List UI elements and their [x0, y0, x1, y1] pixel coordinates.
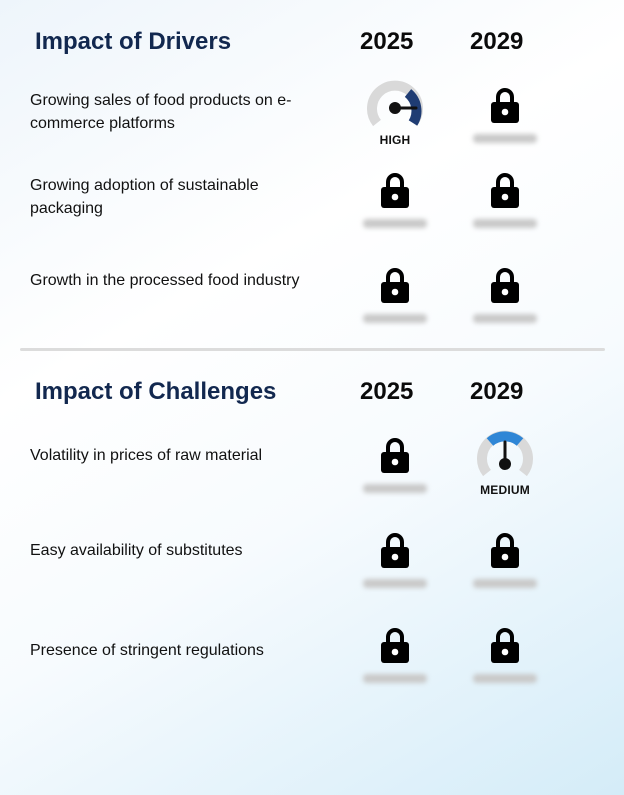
- challenge-1-2025-locked[interactable]: [355, 437, 435, 493]
- lock-icon: [491, 533, 519, 568]
- drivers-year-2029: 2029: [470, 28, 524, 55]
- locked-value-placeholder: [473, 674, 537, 683]
- gauge-icon: [367, 80, 423, 127]
- driver-1-2029-locked[interactable]: [465, 87, 545, 143]
- drivers-title: Impact of Drivers: [35, 28, 232, 55]
- driver-3-2025-locked[interactable]: [355, 267, 435, 323]
- challenge-row-label: Easy availability of substitutes: [30, 542, 243, 559]
- locked-value-placeholder: [473, 579, 537, 588]
- challenge-row-label: Volatility in prices of raw material: [30, 447, 263, 464]
- challenge-2-2025-locked[interactable]: [355, 532, 435, 588]
- lock-icon: [491, 88, 519, 123]
- lock-icon: [491, 628, 519, 663]
- lock-icon: [491, 268, 519, 303]
- lock-icon: [381, 533, 409, 568]
- lock-icon: [381, 268, 409, 303]
- drivers-year-2025: 2025: [360, 28, 414, 55]
- locked-value-placeholder: [473, 219, 537, 228]
- challenges-year-2025: 2025: [360, 378, 414, 405]
- lock-icon: [491, 173, 519, 208]
- locked-value-placeholder: [363, 674, 427, 683]
- driver-row-label: Growing sales of food products on e-comm…: [30, 92, 292, 132]
- locked-value-placeholder: [363, 314, 427, 323]
- challenge-3-2025-locked[interactable]: [355, 627, 435, 683]
- driver-row-label: Growth in the processed food industry: [30, 272, 300, 289]
- gauge-level-label: MEDIUM: [480, 483, 530, 497]
- challenge-row-label: Presence of stringent regulations: [30, 642, 264, 659]
- section-divider: [20, 348, 605, 351]
- driver-1-2025-gauge: HIGH: [355, 80, 435, 147]
- gauge-icon: [477, 430, 533, 477]
- driver-2-2029-locked[interactable]: [465, 172, 545, 228]
- driver-2-2025-locked[interactable]: [355, 172, 435, 228]
- driver-row-label: Growing adoption of sustainable packagin…: [30, 177, 259, 217]
- lock-icon: [381, 173, 409, 208]
- locked-value-placeholder: [363, 579, 427, 588]
- gauge-level-label: HIGH: [379, 133, 411, 147]
- locked-value-placeholder: [473, 314, 537, 323]
- challenge-3-2029-locked[interactable]: [465, 627, 545, 683]
- locked-value-placeholder: [363, 484, 427, 493]
- challenges-title: Impact of Challenges: [35, 378, 277, 405]
- lock-icon: [381, 438, 409, 473]
- lock-icon: [381, 628, 409, 663]
- driver-3-2029-locked[interactable]: [465, 267, 545, 323]
- challenge-2-2029-locked[interactable]: [465, 532, 545, 588]
- challenge-1-2029-gauge: MEDIUM: [465, 430, 545, 497]
- locked-value-placeholder: [473, 134, 537, 143]
- challenges-year-2029: 2029: [470, 378, 524, 405]
- locked-value-placeholder: [363, 219, 427, 228]
